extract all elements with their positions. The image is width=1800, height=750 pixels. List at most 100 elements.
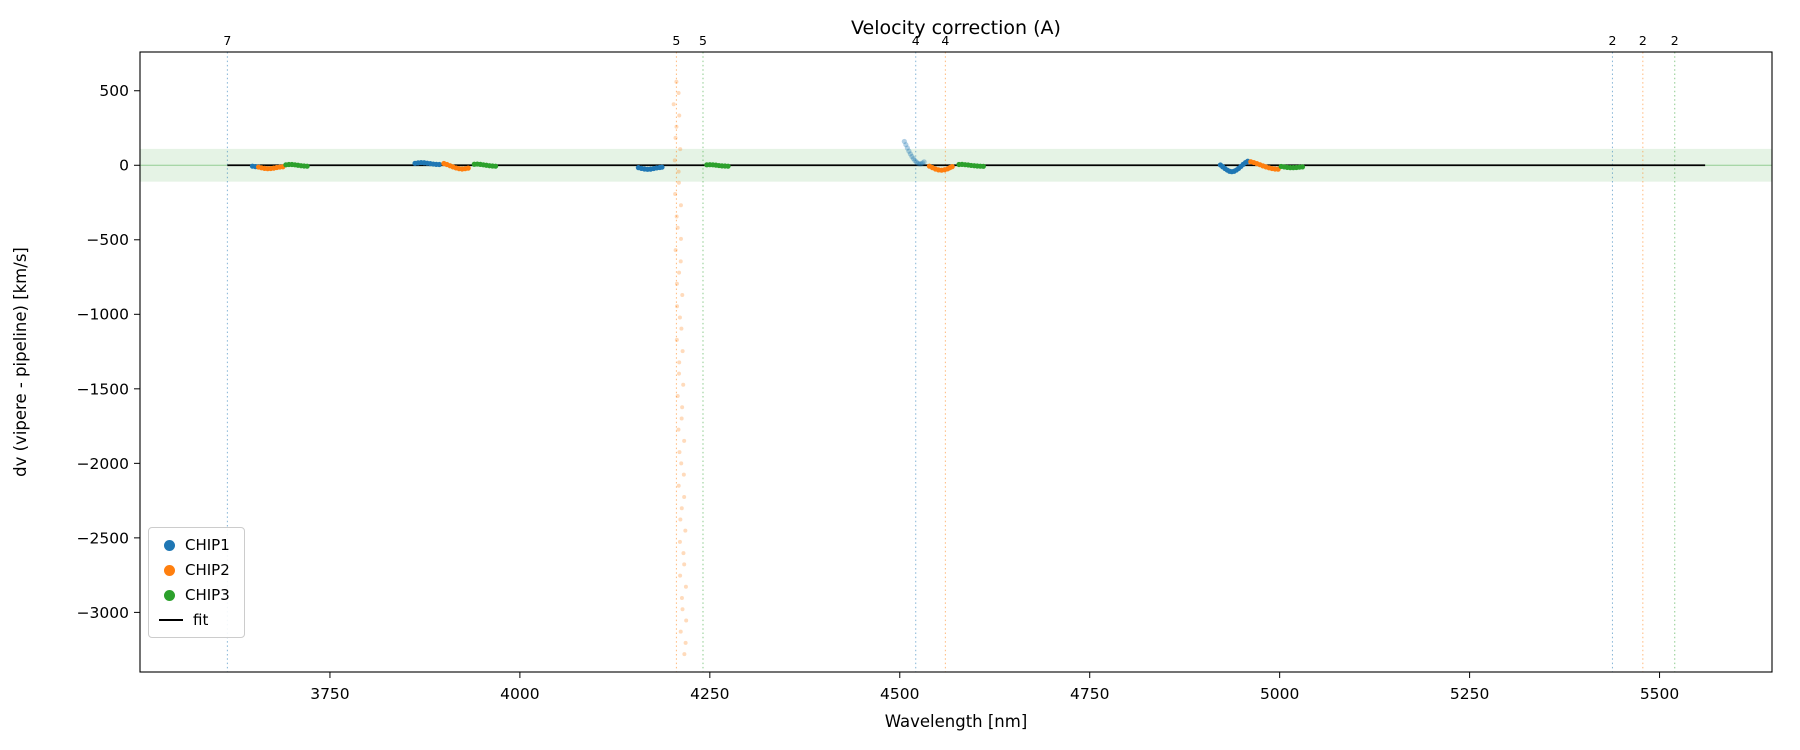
- legend: CHIP1 CHIP2 CHIP3 fit: [148, 527, 245, 638]
- outlier-point: [682, 495, 687, 500]
- data-point-chip2: [465, 165, 471, 171]
- data-point-chip1: [903, 142, 909, 148]
- outlier-point: [674, 124, 679, 129]
- outlier-point: [676, 483, 681, 488]
- x-tick-label: 4500: [880, 685, 919, 703]
- outlier-point: [678, 203, 683, 208]
- outlier-point: [677, 371, 682, 376]
- data-point-chip3: [725, 163, 731, 169]
- outlier-point: [678, 629, 683, 634]
- outlier-point: [683, 640, 688, 645]
- outlier-point: [684, 618, 689, 623]
- outlier-point: [680, 405, 685, 410]
- legend-label: fit: [193, 611, 209, 629]
- y-tick-label: 0: [119, 157, 129, 175]
- data-point-chip1: [913, 159, 920, 165]
- vline-count-label: 2: [1671, 33, 1679, 48]
- data-point-chip3: [492, 163, 499, 169]
- outlier-point: [674, 281, 679, 286]
- y-tick-label: −2000: [77, 455, 129, 473]
- outlier-point: [675, 304, 680, 309]
- x-tick-label: 5000: [1260, 685, 1299, 703]
- data-point-chip1: [921, 159, 927, 165]
- axes-layer: [139, 51, 1773, 673]
- data-point-chip1: [916, 161, 923, 167]
- outlier-point: [674, 337, 679, 342]
- y-tick-label: −1000: [77, 306, 129, 324]
- outlier-point: [679, 416, 684, 421]
- outlier-point: [674, 214, 679, 219]
- outlier-point: [680, 607, 685, 612]
- data-point-chip1: [918, 161, 924, 167]
- legend-label: CHIP1: [185, 536, 230, 554]
- outlier-point: [683, 528, 688, 533]
- data-point-chip1: [919, 160, 926, 166]
- outlier-point: [676, 169, 681, 174]
- outlier-point: [677, 539, 682, 544]
- x-axis-label: Wavelength [nm]: [885, 712, 1028, 731]
- data-point-chip3: [980, 163, 986, 169]
- outlier-point: [676, 180, 681, 185]
- outlier-point: [678, 147, 683, 152]
- plot-frame: [139, 51, 1773, 673]
- data-point-chip3: [1299, 164, 1306, 170]
- legend-item-chip2: CHIP2: [159, 561, 230, 579]
- data-point-chip2: [949, 164, 955, 170]
- outlier-point: [681, 551, 686, 556]
- data-point-chip1: [904, 145, 910, 151]
- vline-count-labels-layer: 7 5 5 4 4 2 2 2: [223, 33, 1678, 48]
- outlier-point: [677, 113, 682, 118]
- x-tick-label: 3750: [310, 685, 349, 703]
- outlier-point: [679, 506, 684, 511]
- fit-line-icon: [159, 619, 183, 621]
- data-point-chip1: [912, 158, 918, 164]
- data-point-chip1: [910, 156, 917, 162]
- outlier-point: [674, 79, 679, 84]
- vline-count-label: 4: [941, 33, 949, 48]
- data-point-chip1: [907, 151, 914, 157]
- chart-title: Velocity correction (A): [851, 17, 1061, 39]
- data-point-chip1: [901, 138, 907, 145]
- outlier-point: [679, 326, 684, 331]
- outlier-point: [678, 259, 683, 264]
- data-point-chip1: [906, 148, 912, 154]
- outlier-point: [677, 360, 682, 365]
- outlier-point: [682, 562, 687, 567]
- vline-count-label: 2: [1608, 33, 1616, 48]
- outlier-point: [678, 573, 683, 578]
- x-tick-label: 4250: [690, 685, 729, 703]
- x-tick-label: 5250: [1450, 685, 1489, 703]
- outlier-point: [682, 438, 687, 443]
- outlier-point: [678, 236, 683, 241]
- outlier-trail-layer: [671, 79, 689, 657]
- chip1-dot-icon: [164, 539, 175, 551]
- data-point-chip1: [659, 164, 665, 170]
- x-tick-label: 5500: [1640, 685, 1679, 703]
- outlier-point: [680, 349, 685, 354]
- outlier-point: [679, 461, 684, 466]
- scatter-points-layer: [249, 138, 1306, 175]
- chip3-dot-icon: [164, 589, 175, 601]
- outlier-point: [675, 225, 680, 230]
- outlier-point: [677, 315, 682, 320]
- vline-count-label: 5: [672, 33, 680, 48]
- legend-item-chip1: CHIP1: [159, 536, 230, 554]
- vline-count-label: 2: [1639, 33, 1647, 48]
- outlier-point: [677, 270, 682, 275]
- outlier-point: [678, 517, 683, 522]
- x-tick-label: 4750: [1070, 685, 1109, 703]
- vline-count-label: 4: [912, 33, 920, 48]
- outlier-point: [677, 450, 682, 455]
- outlier-point: [681, 472, 686, 477]
- y-tick-label: −500: [86, 231, 129, 249]
- chip2-dot-icon: [164, 564, 175, 576]
- outlier-point: [671, 102, 676, 107]
- y-tick-label: −3000: [77, 604, 129, 622]
- data-point-chip1: [915, 160, 921, 166]
- y-tick-label: 500: [99, 82, 129, 100]
- outlier-point: [676, 91, 681, 96]
- data-point-chip1: [909, 153, 915, 160]
- outlier-point: [683, 584, 688, 589]
